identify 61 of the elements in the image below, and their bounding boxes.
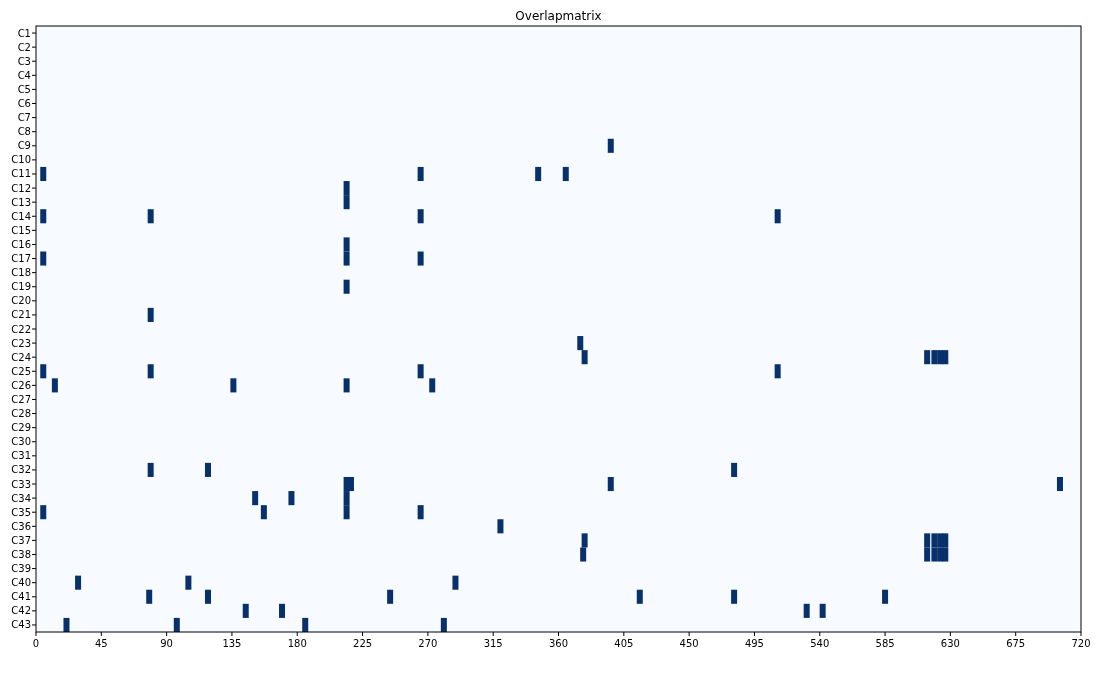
y-tick-label: C38: [11, 548, 31, 560]
y-tick-label: C7: [17, 112, 31, 124]
y-tick-label: C43: [11, 619, 31, 631]
y-tick-label: C32: [11, 464, 31, 476]
y-tick-label: C6: [17, 98, 31, 110]
y-tick-label: C15: [11, 224, 31, 236]
y-tick-label: C12: [11, 182, 31, 194]
y-tick-label: C24: [11, 351, 31, 363]
y-tick-label: C26: [11, 379, 31, 391]
y-tick-label: C9: [17, 140, 31, 152]
y-tick-label: C41: [11, 591, 31, 603]
x-tick-label: 585: [875, 638, 895, 649]
y-tick-label: C37: [11, 534, 31, 546]
y-tick-label: C8: [17, 126, 31, 138]
y-tick-label: C29: [11, 422, 31, 434]
y-tick-label: C39: [11, 563, 31, 575]
x-tick-label: 495: [744, 638, 764, 649]
x-tick-label: 225: [353, 638, 373, 649]
y-tick-label: C4: [17, 69, 31, 81]
y-tick-label: C31: [11, 450, 31, 462]
y-tick-label: C1: [17, 27, 31, 39]
x-tick-label: 675: [1006, 638, 1026, 649]
y-tick-label: C11: [11, 168, 31, 180]
y-tick-label: C5: [17, 83, 31, 95]
y-tick-label: C20: [11, 295, 31, 307]
y-tick-label: C17: [11, 253, 31, 265]
y-tick-label: C35: [11, 506, 31, 518]
y-tick-label: C40: [11, 577, 31, 589]
y-tick-label: C2: [17, 41, 31, 53]
x-tick-label: 90: [160, 638, 173, 649]
y-tick-label: C23: [11, 337, 31, 349]
y-tick-label: C42: [11, 605, 31, 617]
y-tick-label: C16: [11, 238, 31, 250]
x-tick-label: 720: [1071, 638, 1091, 649]
y-tick-label: C14: [11, 210, 31, 222]
x-tick-label: 45: [94, 638, 108, 649]
x-tick-label: 270: [418, 638, 438, 649]
y-tick-label: C19: [11, 281, 31, 293]
x-tick-label: 630: [940, 638, 960, 649]
x-tick-label: 315: [483, 638, 503, 649]
x-tick-label: 450: [679, 638, 699, 649]
x-tick-label: 540: [810, 638, 830, 649]
y-tick-label: C21: [11, 309, 31, 321]
y-tick-label: C30: [11, 436, 31, 448]
chart-title: Overlapmatrix: [515, 9, 602, 23]
y-tick-label: C33: [11, 478, 31, 490]
y-tick-label: C3: [17, 55, 31, 67]
x-tick-label: 180: [287, 638, 307, 649]
y-tick-label: C18: [11, 267, 31, 279]
y-tick-label: C28: [11, 408, 31, 420]
y-tick-label: C34: [11, 492, 31, 504]
y-tick-label: C13: [11, 196, 31, 208]
x-tick-label: 360: [548, 638, 569, 649]
x-tick-label: 405: [614, 638, 634, 649]
y-tick-label: C22: [11, 323, 31, 335]
y-tick-label: C10: [11, 154, 31, 166]
y-tick-label: C25: [11, 365, 31, 377]
y-tick-label: C27: [11, 393, 31, 405]
x-tick-label: 0: [32, 638, 40, 649]
x-tick-label: 135: [222, 638, 242, 649]
y-tick-label: C36: [11, 520, 31, 532]
